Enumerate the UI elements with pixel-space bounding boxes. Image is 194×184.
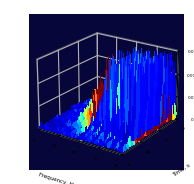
Y-axis label: Time, s: Time, s: [171, 163, 191, 178]
X-axis label: Frequency, Hz: Frequency, Hz: [38, 172, 76, 184]
